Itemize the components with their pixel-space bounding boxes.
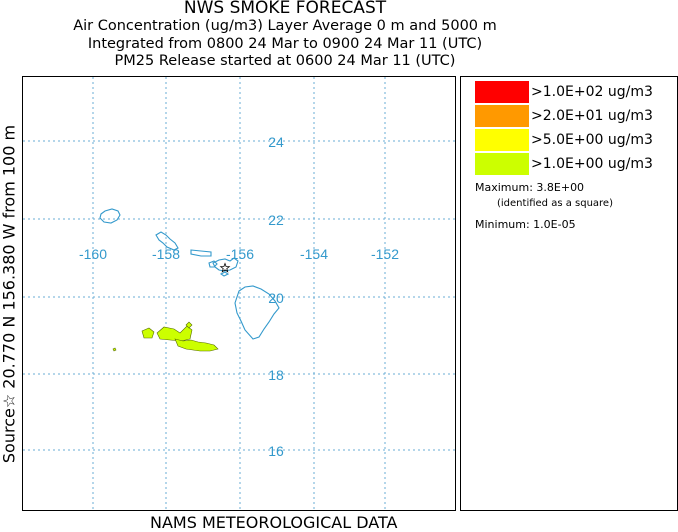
smoke-plume [112, 321, 219, 352]
hawaii-coast [234, 285, 280, 340]
kauai-coast [99, 208, 121, 224]
source-label: Source☆ 20.770 N 156.380 W from 100 m [0, 124, 19, 464]
data-source-label: NAMS METEOROLOGICAL DATA [150, 513, 398, 532]
legend-max-note: (identified as a square) [497, 198, 613, 209]
source-star-icon [219, 262, 231, 273]
lat-label: 22 [268, 212, 284, 228]
plume-patch [185, 321, 193, 329]
lat-label: 24 [268, 134, 284, 150]
molokai-coast [190, 249, 212, 257]
legend-item: >1.0E+02 ug/m3 [475, 81, 653, 103]
map-title: NWS SMOKE FORECAST [183, 0, 387, 18]
subtitle-release: PM25 Release started at 0600 24 Mar 11 (… [114, 53, 456, 69]
graticule [23, 77, 455, 510]
legend-label: >5.0E+00 ug/m3 [531, 132, 653, 148]
plume-patch [156, 325, 193, 342]
lat-label: 16 [268, 443, 284, 459]
subtitle-integration: Integrated from 0800 24 Mar to 0900 24 M… [87, 36, 483, 52]
legend-item: >5.0E+00 ug/m3 [475, 129, 653, 151]
lanai-coast [208, 260, 218, 268]
legend-label: >1.0E+02 ug/m3 [531, 84, 653, 100]
lon-label: -160 [79, 246, 107, 262]
coastlines [99, 208, 280, 340]
plume-patch [112, 347, 117, 352]
plume-patch [141, 327, 155, 339]
lat-label: 18 [268, 367, 284, 383]
plume-patch [174, 338, 219, 352]
legend-swatch [475, 153, 529, 175]
kahoolawe-coast [219, 271, 230, 277]
lon-label: -154 [300, 246, 328, 262]
legend-item: >2.0E+01 ug/m3 [475, 105, 653, 127]
legend-swatch [475, 129, 529, 151]
oahu-coast [155, 231, 179, 251]
lon-label: -152 [371, 246, 399, 262]
legend-swatch [475, 105, 529, 127]
legend-item: >1.0E+00 ug/m3 [475, 153, 653, 175]
legend-label: >2.0E+01 ug/m3 [531, 108, 653, 124]
lon-label: -156 [226, 246, 254, 262]
map-panel: -160 -158 -156 -154 -152 24 22 20 18 16 [22, 76, 456, 511]
legend-panel: >1.0E+02 ug/m3 >2.0E+01 ug/m3 >5.0E+00 u… [460, 76, 678, 511]
legend-maximum: Maximum: 3.8E+00 [475, 181, 585, 194]
legend-label: >1.0E+00 ug/m3 [531, 156, 653, 172]
subtitle-concentration: Air Concentration (ug/m3) Layer Average … [73, 18, 497, 34]
map-canvas: -160 -158 -156 -154 -152 24 22 20 18 16 [23, 77, 455, 510]
legend-minimum: Minimum: 1.0E-05 [475, 218, 576, 231]
maui-coast [212, 257, 239, 272]
lat-label: 20 [268, 290, 284, 306]
legend-swatch [475, 81, 529, 103]
